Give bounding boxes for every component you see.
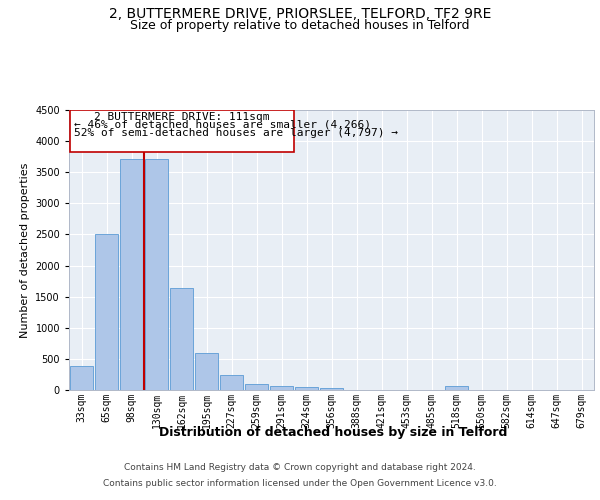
Bar <box>70 366 93 390</box>
FancyBboxPatch shape <box>70 110 294 152</box>
Bar <box>445 386 468 390</box>
Y-axis label: Number of detached properties: Number of detached properties <box>20 162 29 338</box>
Text: Distribution of detached houses by size in Telford: Distribution of detached houses by size … <box>159 426 507 439</box>
Bar <box>145 158 168 390</box>
Bar <box>270 386 293 390</box>
Text: Contains HM Land Registry data © Crown copyright and database right 2024.: Contains HM Land Registry data © Crown c… <box>124 464 476 472</box>
Bar <box>320 388 343 390</box>
Text: 2, BUTTERMERE DRIVE, PRIORSLEE, TELFORD, TF2 9RE: 2, BUTTERMERE DRIVE, PRIORSLEE, TELFORD,… <box>109 8 491 22</box>
Text: 2 BUTTERMERE DRIVE: 111sqm: 2 BUTTERMERE DRIVE: 111sqm <box>94 112 270 122</box>
Text: 52% of semi-detached houses are larger (4,797) →: 52% of semi-detached houses are larger (… <box>74 128 398 138</box>
Bar <box>195 352 218 390</box>
Bar <box>170 288 193 390</box>
Bar <box>295 387 318 390</box>
Text: ← 46% of detached houses are smaller (4,266): ← 46% of detached houses are smaller (4,… <box>74 120 371 130</box>
Bar <box>220 375 243 390</box>
Bar <box>120 158 143 390</box>
Bar <box>95 234 118 390</box>
Bar <box>245 384 268 390</box>
Text: Size of property relative to detached houses in Telford: Size of property relative to detached ho… <box>130 19 470 32</box>
Text: Contains public sector information licensed under the Open Government Licence v3: Contains public sector information licen… <box>103 478 497 488</box>
